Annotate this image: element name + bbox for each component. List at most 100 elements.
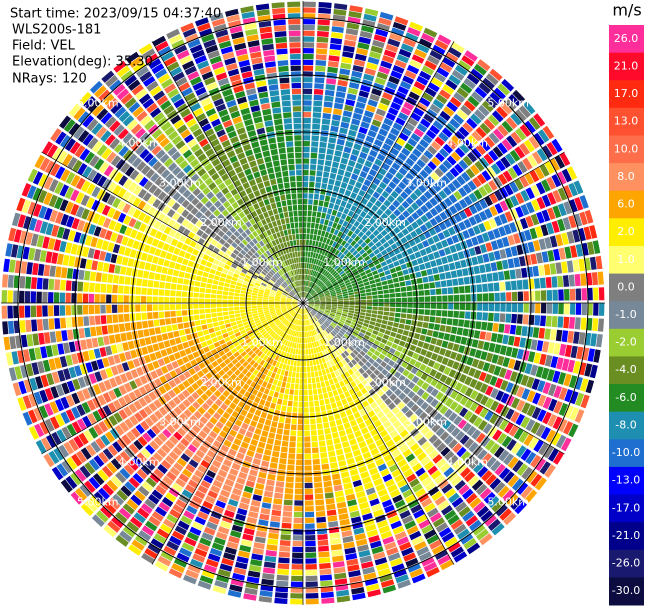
gate bbox=[306, 314, 309, 320]
gate bbox=[268, 301, 274, 303]
gate bbox=[144, 337, 152, 345]
gate bbox=[459, 434, 470, 445]
gate bbox=[70, 174, 81, 187]
gate bbox=[317, 528, 328, 535]
gate bbox=[82, 246, 90, 258]
gate bbox=[124, 351, 132, 361]
gate bbox=[138, 397, 148, 408]
gate bbox=[113, 141, 125, 154]
gate bbox=[259, 139, 268, 146]
gate bbox=[307, 269, 310, 275]
gate bbox=[471, 479, 484, 491]
gate bbox=[142, 192, 152, 202]
gate bbox=[182, 380, 191, 388]
gate bbox=[119, 373, 128, 384]
gate bbox=[479, 331, 486, 340]
gate bbox=[290, 593, 303, 599]
gate bbox=[241, 284, 248, 288]
gate bbox=[139, 176, 149, 187]
gate bbox=[319, 248, 324, 254]
gate bbox=[349, 575, 362, 584]
gate bbox=[500, 392, 510, 404]
gate bbox=[315, 241, 319, 247]
gate bbox=[293, 517, 303, 524]
gate bbox=[111, 294, 118, 303]
gate bbox=[361, 337, 368, 344]
gate bbox=[310, 318, 314, 324]
gate bbox=[210, 368, 218, 376]
gate bbox=[185, 33, 199, 43]
gate bbox=[96, 510, 109, 523]
gate bbox=[271, 240, 277, 247]
gate bbox=[291, 88, 301, 95]
gate bbox=[487, 426, 498, 438]
gate bbox=[469, 348, 477, 357]
gate bbox=[133, 185, 143, 196]
gate bbox=[100, 506, 113, 519]
gate bbox=[280, 350, 285, 357]
gate bbox=[256, 364, 262, 371]
gate bbox=[464, 398, 474, 409]
gate bbox=[284, 123, 293, 130]
gate bbox=[216, 574, 230, 583]
gate bbox=[213, 66, 226, 76]
gate bbox=[196, 542, 210, 552]
gate bbox=[231, 358, 239, 365]
gate bbox=[140, 252, 148, 261]
gate bbox=[170, 238, 179, 247]
gate bbox=[209, 394, 218, 402]
gate bbox=[268, 532, 279, 540]
gate bbox=[228, 415, 237, 424]
gate bbox=[347, 499, 357, 507]
gate bbox=[221, 187, 230, 195]
gate bbox=[327, 143, 336, 150]
gate bbox=[22, 246, 30, 260]
gate bbox=[292, 318, 296, 324]
gate bbox=[296, 170, 302, 176]
gate bbox=[380, 579, 395, 588]
gate bbox=[334, 572, 347, 580]
gate bbox=[342, 476, 351, 484]
gate bbox=[336, 312, 342, 315]
gate bbox=[279, 269, 284, 275]
gate bbox=[216, 308, 223, 312]
gate bbox=[214, 398, 223, 407]
gate bbox=[231, 462, 241, 471]
gate bbox=[262, 454, 271, 462]
gate bbox=[262, 321, 268, 326]
gate bbox=[303, 140, 310, 147]
gate bbox=[314, 315, 319, 321]
gate bbox=[297, 337, 300, 343]
gate bbox=[339, 319, 345, 324]
gate bbox=[372, 393, 380, 401]
gate bbox=[225, 222, 233, 230]
gate bbox=[538, 442, 549, 456]
gate bbox=[352, 112, 363, 121]
gate bbox=[113, 324, 120, 333]
gate bbox=[349, 5, 363, 13]
gate bbox=[471, 429, 482, 440]
gate bbox=[271, 101, 281, 108]
gate bbox=[100, 112, 113, 125]
gate bbox=[160, 417, 170, 427]
gate bbox=[257, 305, 263, 308]
gate bbox=[324, 380, 330, 387]
gate bbox=[247, 425, 256, 433]
gate bbox=[71, 317, 78, 328]
gate bbox=[308, 383, 312, 390]
gate bbox=[153, 112, 165, 123]
gate bbox=[199, 287, 206, 293]
gate bbox=[93, 348, 101, 359]
gate bbox=[397, 366, 405, 374]
gate bbox=[199, 65, 212, 75]
gate bbox=[126, 498, 139, 511]
gate bbox=[298, 349, 301, 355]
gate bbox=[362, 372, 369, 379]
gate bbox=[98, 487, 110, 500]
gate bbox=[59, 184, 69, 197]
gate bbox=[293, 306, 299, 310]
gate bbox=[299, 292, 302, 298]
gate bbox=[300, 355, 303, 361]
gate bbox=[300, 274, 302, 280]
gate bbox=[149, 85, 162, 97]
